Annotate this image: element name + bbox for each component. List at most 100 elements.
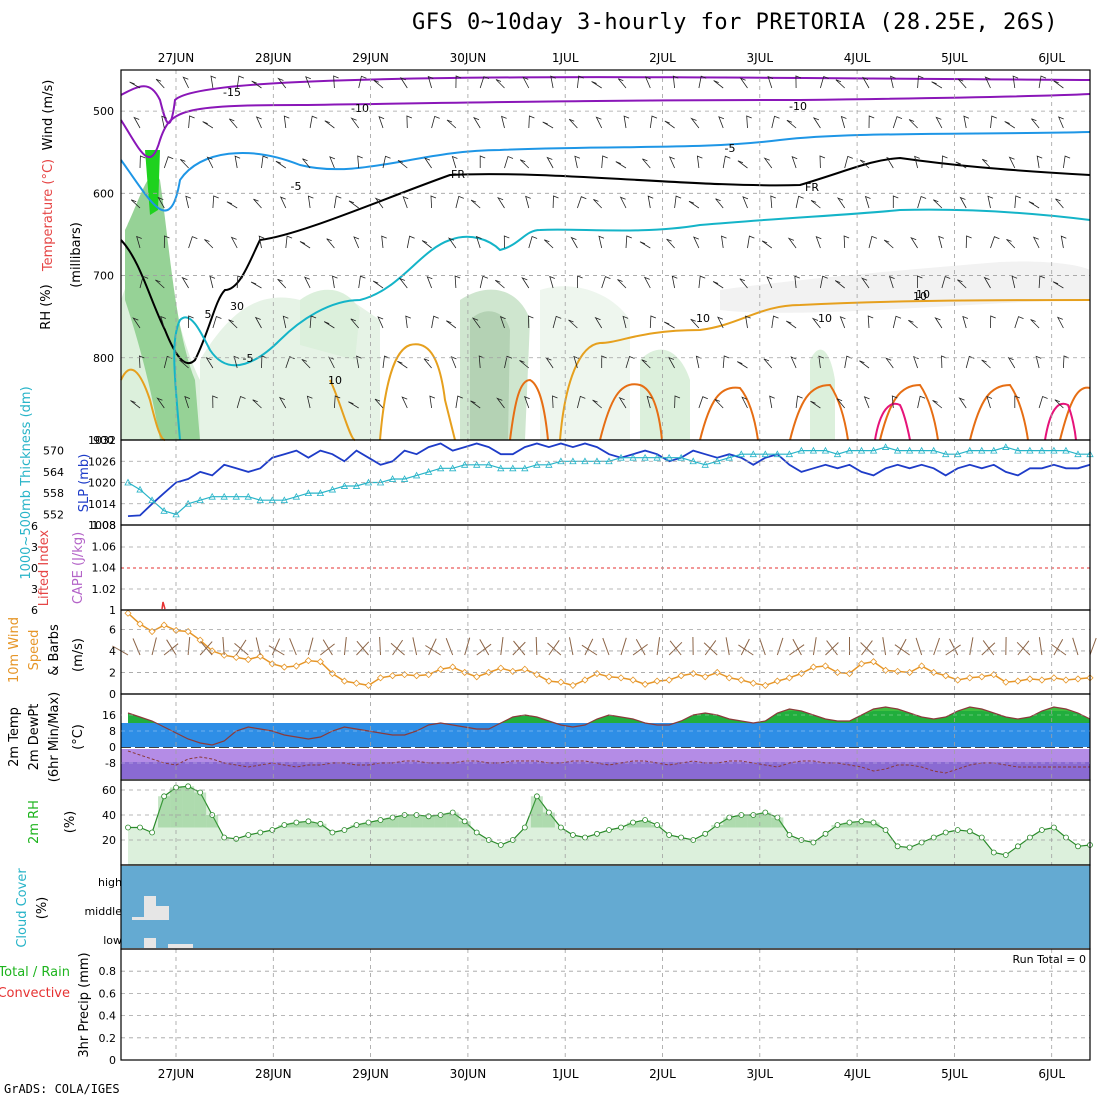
- contour-label-7: FR: [805, 181, 819, 194]
- thickness-point: [461, 460, 469, 468]
- wind10-point: [280, 663, 288, 671]
- rh2m-point: [918, 839, 925, 846]
- upper-barb: [212, 395, 218, 409]
- upper-barb: [1004, 121, 1016, 129]
- upper-barb: [495, 279, 505, 289]
- wind10-barb: [476, 643, 492, 656]
- wind10-point: [1062, 676, 1070, 684]
- rh2m-point: [197, 789, 204, 796]
- ylabel-pressure: (millibars): [69, 222, 84, 288]
- upper-barb: [883, 239, 894, 249]
- thickness-point: [424, 468, 433, 475]
- upper-barb: [601, 355, 607, 368]
- contour-20: [874, 402, 1077, 441]
- upper-barb: [790, 356, 797, 369]
- upper-barb: [836, 398, 846, 409]
- wind10-barb: [1089, 637, 1097, 656]
- chart-title: GFS 0~10day 3-hourly for PRETORIA (28.25…: [412, 10, 1059, 35]
- upper-barb: [591, 81, 602, 89]
- ylabel-precip-b: Convective: [0, 986, 70, 1001]
- thickness-point: [172, 510, 180, 518]
- contour-label-3: -5: [291, 180, 302, 193]
- upper-barb: [503, 235, 510, 249]
- rh2m-point: [1075, 843, 1081, 850]
- wind10-barb: [547, 642, 562, 656]
- upper-barb: [406, 235, 415, 249]
- upper-barb: [1008, 156, 1016, 169]
- wind10-barb: [569, 637, 574, 656]
- thickness-point: [1050, 446, 1058, 454]
- upper-barb: [622, 315, 629, 329]
- upper-barb: [184, 395, 191, 409]
- wind10-point: [497, 664, 505, 672]
- cloud-bar-mid-2: [156, 906, 169, 920]
- upper-barb: [1007, 356, 1016, 369]
- date-top-30JUN: 30JUN: [450, 51, 487, 65]
- upper-barb: [690, 117, 700, 129]
- upper-barb: [1012, 75, 1019, 89]
- thickness-point: [473, 460, 481, 468]
- wind10-barb: [235, 639, 247, 656]
- ylabel-temp: Temperature (°C): [41, 159, 56, 272]
- upper-barb: [955, 161, 967, 169]
- thickness-point: [328, 485, 337, 493]
- ylabel-temp-unit: (°C): [71, 724, 86, 750]
- date-top-28JUN: 28JUN: [255, 51, 292, 65]
- temp2m-panel: [121, 706, 1091, 779]
- ytick-cape-1.08: 1.08: [92, 519, 117, 532]
- upper-barb: [696, 155, 703, 169]
- upper-barb: [378, 116, 385, 129]
- upper-barb: [1032, 236, 1040, 249]
- upper-barb: [941, 275, 951, 289]
- ylabel-precip-a: Total / Rain: [0, 965, 70, 980]
- upper-barb: [307, 195, 314, 209]
- rh2m-point: [1002, 852, 1009, 858]
- rh2m-point: [954, 827, 961, 833]
- rh2m-point: [930, 834, 937, 841]
- upper-barb: [1038, 395, 1048, 409]
- wind10-panel: [112, 609, 1097, 689]
- ylabel-cloud-unit: (%): [35, 897, 50, 920]
- upper-barb: [959, 196, 967, 209]
- cloud-bar-low-1: [144, 938, 156, 948]
- upper-barb: [309, 115, 318, 129]
- wind10-barb: [1038, 637, 1043, 656]
- upper-barb: [649, 115, 658, 129]
- contour-label-6: FR: [451, 168, 465, 181]
- upper-barb: [965, 235, 972, 249]
- rh2m-point: [666, 832, 672, 838]
- wind10-barb: [759, 637, 766, 656]
- cloud-bar-mid-3: [132, 917, 144, 920]
- wind10-point: [797, 669, 805, 678]
- wind10-point: [461, 668, 469, 677]
- rh2m-point: [461, 818, 468, 825]
- upper-barb: [914, 155, 920, 169]
- upper-barb: [962, 315, 969, 329]
- upper-barb: [698, 275, 706, 289]
- upper-barb: [646, 395, 653, 409]
- upper-barb: [1006, 239, 1016, 249]
- upper-barb: [496, 397, 505, 409]
- rh2m-point: [834, 822, 841, 828]
- date-top-29JUN: 29JUN: [352, 51, 389, 65]
- upper-barb: [737, 160, 748, 169]
- wind10-point: [340, 677, 349, 685]
- wind10-barb: [703, 642, 718, 656]
- wind10-barb: [271, 638, 281, 656]
- rh2m-point: [534, 793, 540, 800]
- thickness-point: [136, 485, 144, 493]
- wind10-barb: [222, 636, 225, 656]
- wind10-barb: [738, 644, 754, 656]
- wind10-barb: [945, 644, 961, 656]
- upper-barb: [552, 395, 558, 409]
- upper-barb: [574, 155, 581, 169]
- rh2m-point: [990, 849, 997, 856]
- ytick-thk-552: 552: [43, 508, 64, 521]
- upper-barb: [136, 235, 142, 249]
- slp-line: [127, 442, 1091, 517]
- upper-barb: [885, 357, 894, 369]
- wind10-point: [557, 678, 565, 686]
- ytick-li-3: 3: [31, 583, 38, 596]
- ytick-thk-570: 570: [43, 445, 64, 458]
- upper-barb: [282, 315, 289, 329]
